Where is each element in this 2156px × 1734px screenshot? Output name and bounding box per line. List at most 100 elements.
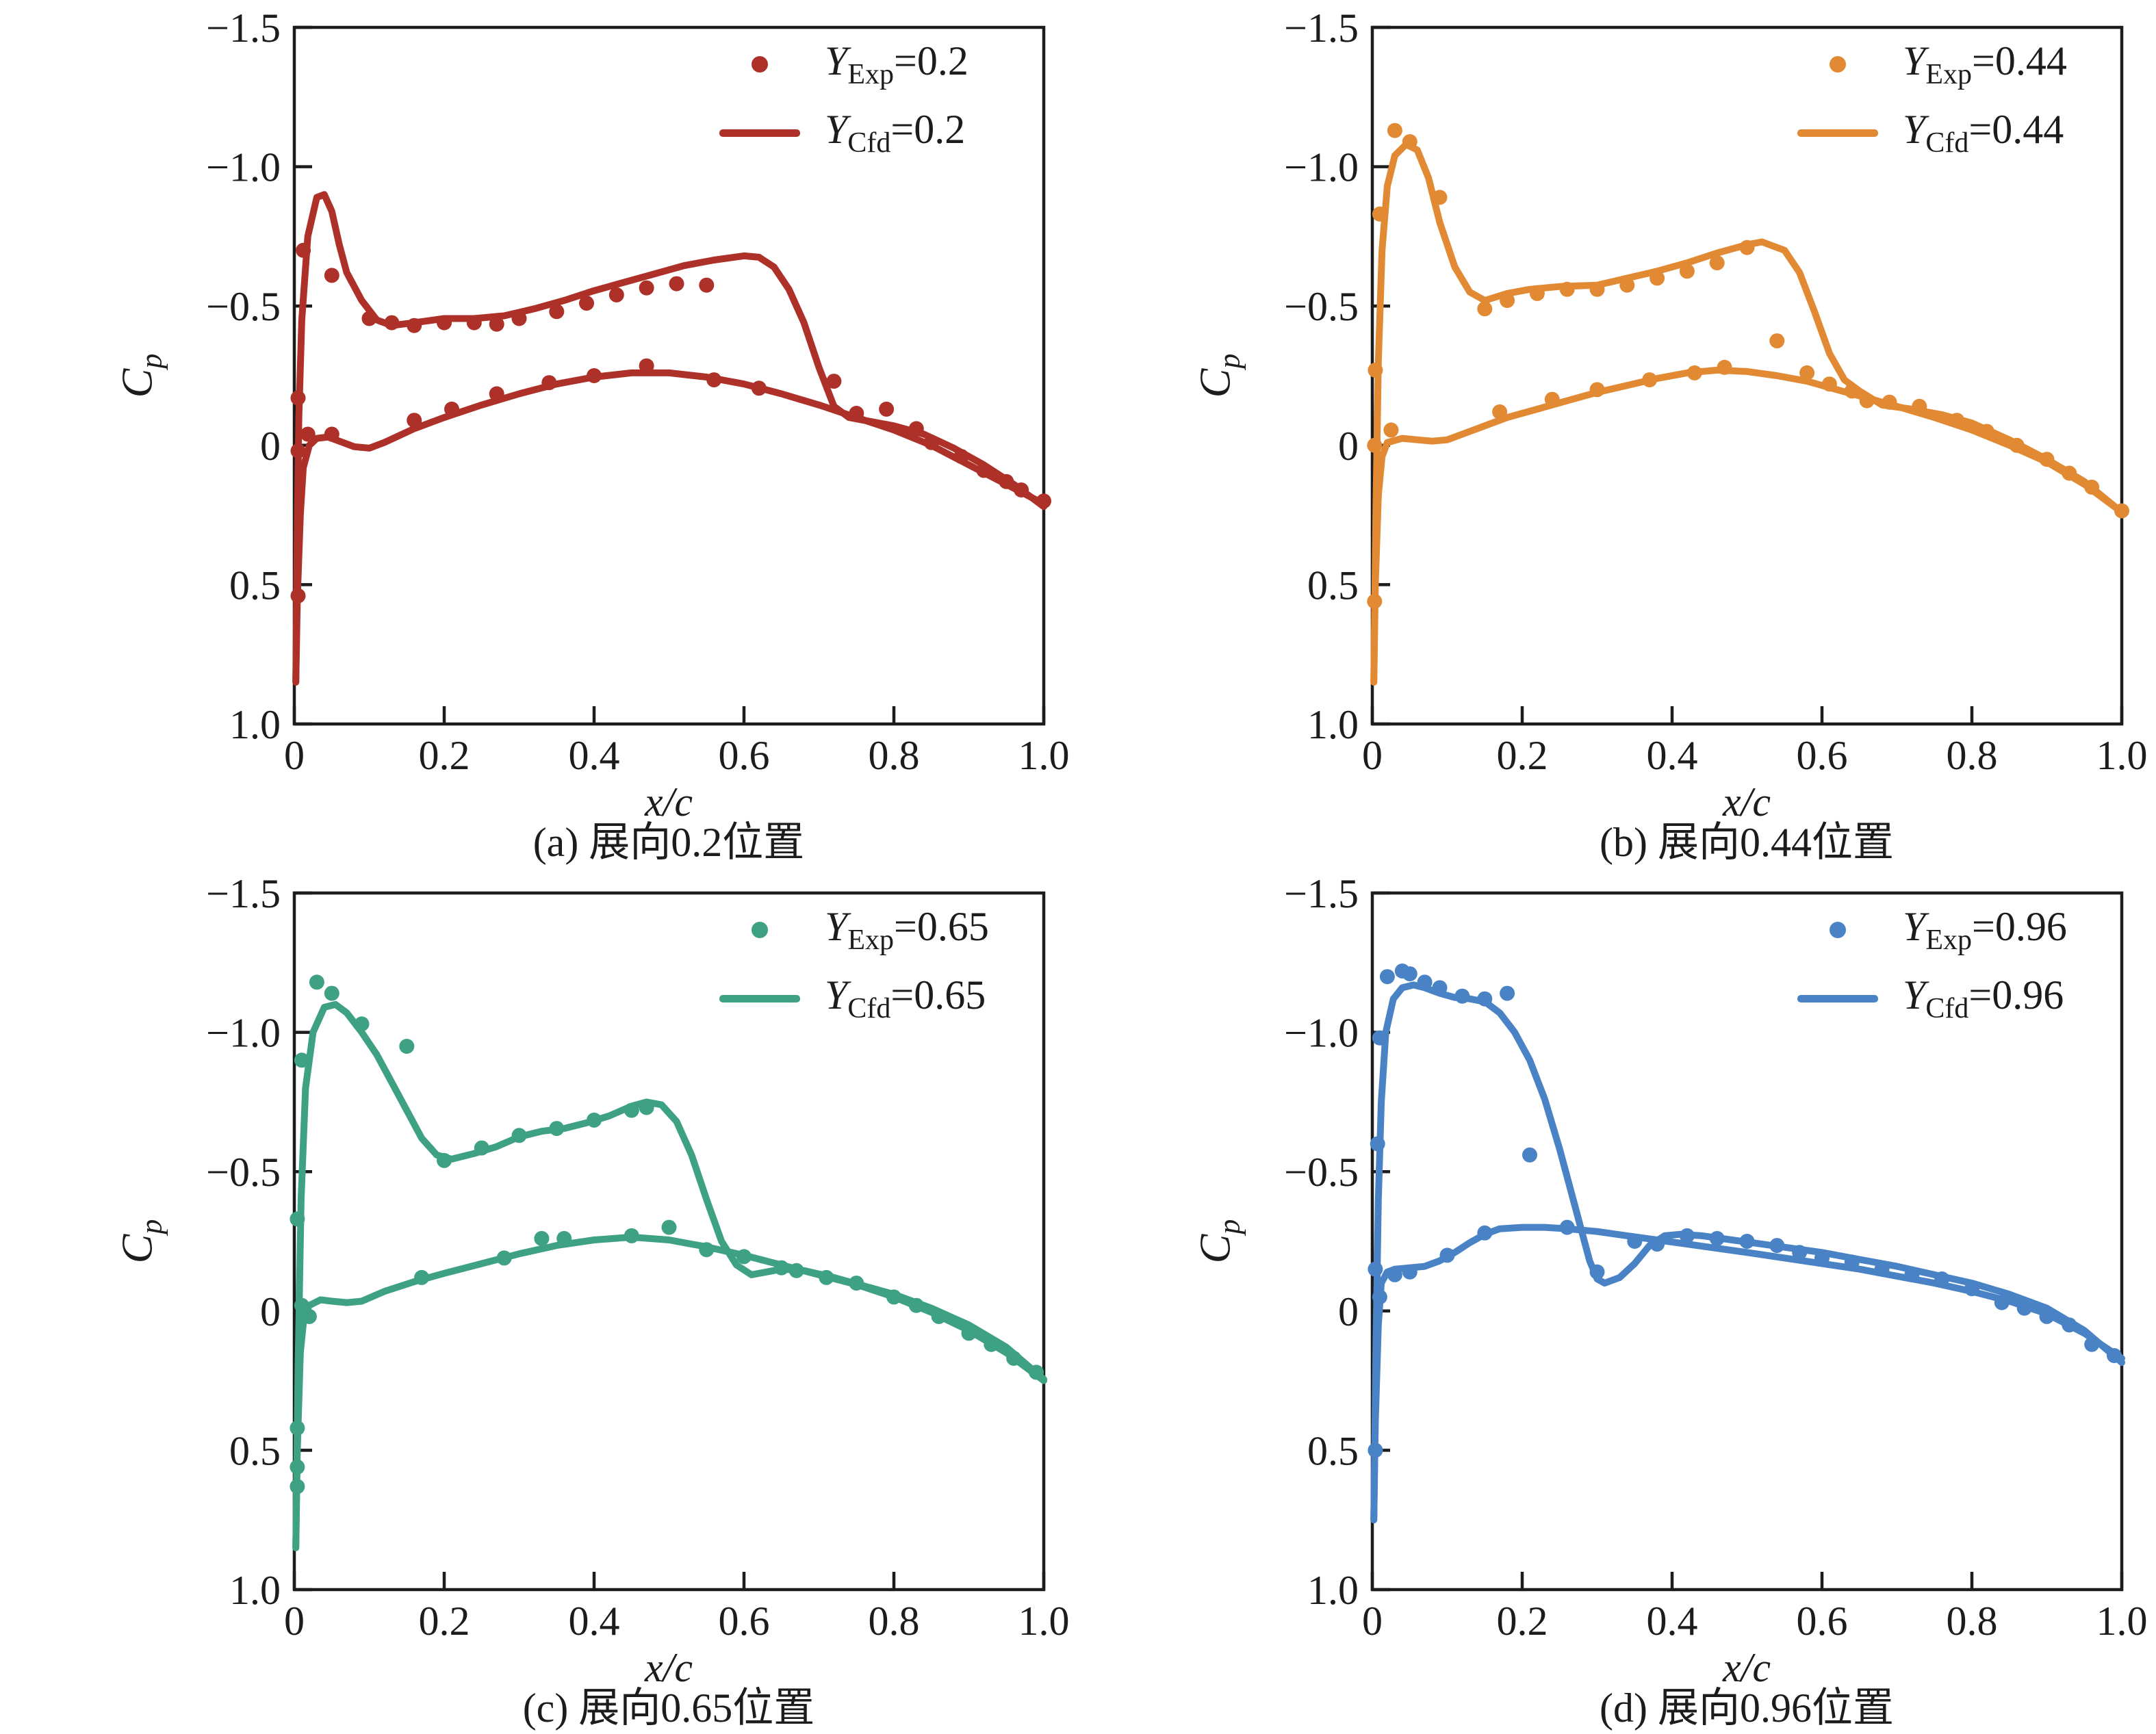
exp-point [1934,1271,1950,1286]
exp-point [669,276,684,292]
legend-item-cfd: YCfd=0.96 [1773,972,2067,1024]
exp-point [1814,1250,1830,1266]
exp-point [608,287,624,302]
exp-point [407,413,422,428]
exp-point [923,435,939,450]
x-tick-label: 0.2 [1497,1599,1548,1644]
exp-point [489,386,504,402]
exp-point [2114,503,2129,519]
exp-dot-marker [752,922,768,938]
legend-label-exp: YExp=0.44 [1903,38,2067,90]
exp-point [1650,1237,1665,1252]
plot-area-a: −1.5−1.0−0.500.51.00 0.2 0.4 0.6 0.8 1.0 [206,5,1070,778]
exp-dot-marker [1830,922,1846,938]
exp-point [908,1297,924,1313]
subplot-a: −1.5 −1.0 −0.5 0 0.5 1.0 0 0.2 0.4 0.6 0.8 1.0 Cp Y… [0,0,1078,866]
exp-point [639,1100,654,1115]
y-axis-label-d: Cp [1190,1219,1246,1264]
exp-point [1379,969,1395,985]
y-tick-label: −1.0 [1284,1011,1359,1056]
exp-point [1882,394,1897,410]
exp-point [290,1211,305,1227]
legend-c: YExp=0.65 YCfd=0.65 [695,904,989,1024]
exp-point [1368,362,1383,378]
x-tick-label: 0.2 [419,733,470,778]
exp-point [1949,413,1965,428]
cfd-line-marker [719,129,800,137]
exp-point [384,315,400,331]
exp-point [819,1269,834,1285]
exp-point [549,1121,565,1137]
subplot-c: −1.5 −1.0 −0.5 0 0.5 1.0 0 0.2 0.4 0.6 0.8 1.0 Cp Y… [0,866,1078,1731]
exp-point [556,1230,572,1246]
x-axis-label-c: x/c [645,1645,693,1690]
y-tick-label: −0.5 [206,284,281,329]
y-tick-label: 0.5 [1307,562,1359,608]
exp-point [984,1336,999,1352]
exp-point [1739,240,1755,255]
exp-point [953,449,969,465]
cfd-line-marker [719,994,800,1002]
y-tick-label: 0 [1338,1289,1359,1334]
y-tick-label: 0 [260,1289,281,1334]
x-tick-label: 0 [284,733,305,778]
x-tick-label: 1.0 [2096,1599,2148,1644]
exp-point [639,358,654,374]
exp-point [961,1325,977,1341]
exp-point [511,1128,527,1143]
legend-item-cfd: YCfd=0.44 [1773,107,2067,159]
exp-point [1500,293,1515,309]
exp-point [444,401,459,417]
exp-point [414,1269,430,1285]
y-tick-label: 0 [260,424,281,469]
y-tick-label: −1.5 [206,5,281,51]
x-tick-label: 1.0 [1018,733,1070,778]
exp-point [879,401,895,417]
x-tick-label: 0.6 [719,1599,770,1644]
legend-d: YExp=0.96 YCfd=0.96 [1773,904,2067,1024]
y-tick-label: 1.0 [229,1568,281,1613]
exp-point [2009,437,2025,453]
y-tick-label: −1.0 [206,145,281,190]
y-axis-label-a: Cp [112,354,169,398]
exp-point [1367,437,1383,453]
exp-point [294,1297,309,1313]
cfd-lower-line [292,1233,1047,1551]
exp-point [1014,482,1029,497]
legend-item-cfd: YCfd=0.65 [695,972,989,1024]
exp-point [1368,1261,1383,1277]
exp-point [1522,1147,1537,1163]
exp-point [773,1260,789,1276]
exp-point [1679,263,1695,279]
exp-point [1477,1225,1493,1241]
caption-b: (b) 展向0.44位置 [1600,820,1894,865]
exp-point [1589,281,1605,297]
plot-area-c: −1.5−1.0−0.500.51.00 0.2 0.4 0.6 0.8 1.0 [206,871,1069,1644]
exp-point [1739,1234,1755,1249]
exp-point [587,1112,602,1128]
exp-point [1799,365,1815,380]
subplot-d: −1.5 −1.0 −0.5 0 0.5 1.0 0 0.2 0.4 0.6 0.8 1.0 Cp Y… [1078,866,2156,1731]
exp-point [2062,465,2077,481]
exp-point [2039,1308,2055,1324]
exp-point [549,304,565,320]
exp-point [699,277,715,293]
exp-point [294,1052,309,1068]
exp-point [706,372,722,388]
y-tick-label: −0.5 [1284,1150,1359,1195]
exp-point [2084,479,2100,495]
x-tick-label: 0.8 [869,733,920,778]
exp-point [511,311,527,326]
y-axis-label-b: Cp [1190,353,1246,398]
legend-label-exp: YExp=0.2 [825,38,968,90]
caption-a: (a) 展向0.2位置 [532,820,805,865]
exp-point [849,1276,864,1291]
exp-point [407,318,422,333]
exp-point [1477,301,1493,317]
cfd-lower-line [1370,366,2125,686]
x-tick-label: 0.2 [419,1599,470,1644]
exp-point [1994,1295,2010,1310]
exp-point [1402,1264,1417,1280]
legend-item-exp: YExp=0.44 [1773,38,2067,90]
exp-point [1792,1245,1808,1260]
